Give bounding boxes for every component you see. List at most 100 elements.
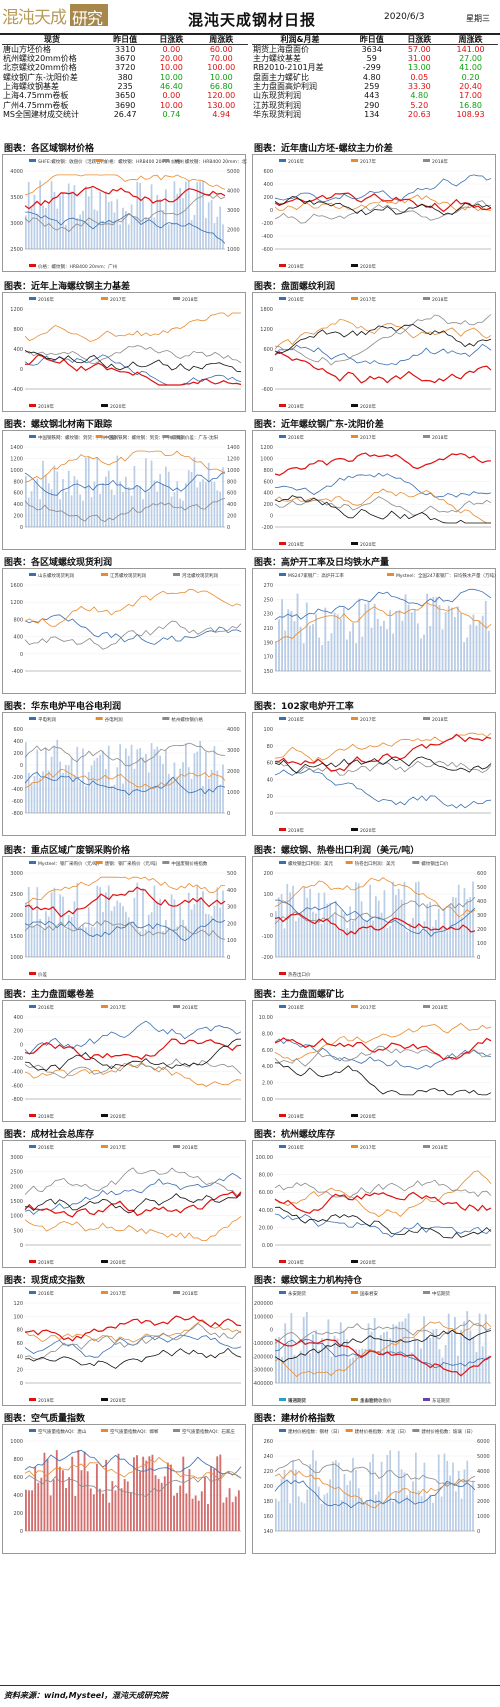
legend-swatch	[412, 1429, 420, 1432]
chart-bar	[386, 629, 388, 671]
chart-bar	[82, 748, 84, 813]
chart-bar	[447, 1313, 450, 1383]
chart-bar	[413, 609, 416, 671]
chart-bar	[43, 1452, 46, 1531]
chart-bar	[30, 904, 33, 957]
chart-bar	[216, 216, 219, 249]
y-tick-label: 0	[20, 652, 23, 658]
chart-bar	[197, 1500, 200, 1531]
chart-bar	[59, 761, 61, 813]
chart-bar	[150, 460, 153, 527]
legend-swatch	[29, 297, 36, 300]
chart-bar	[179, 188, 181, 249]
chart-bar	[444, 1344, 447, 1383]
chart-bar	[367, 1323, 370, 1383]
legend-label: 2019年	[288, 1113, 304, 1120]
y-tick-label: 2000	[10, 913, 23, 919]
legend-label: 建材价格指数：玻璃（日）	[421, 1428, 475, 1435]
chart-panel: 平电利润 谷电利润 杭州螺纹钢价格 600 400 200 0 -200 -400 -600 -80…	[2, 712, 246, 836]
series-line	[24, 1167, 242, 1197]
chart-bar	[37, 1482, 40, 1531]
chart-title: 图表：102家电炉开工率	[254, 702, 354, 712]
series-line	[274, 1321, 492, 1378]
chart-bar	[96, 457, 99, 527]
table-cell-week: 10.00	[209, 72, 233, 82]
chart-bar	[210, 481, 213, 527]
chart-bar	[90, 926, 93, 957]
chart-bar	[386, 1331, 388, 1383]
y2-tick-label: 2000	[227, 228, 240, 234]
y2-tick-label: 3000	[227, 748, 240, 754]
chart-bar	[330, 1356, 333, 1383]
legend-swatch	[29, 1145, 36, 1148]
series-line	[274, 1469, 476, 1509]
chart-bar	[336, 1338, 339, 1383]
chart-bar	[278, 619, 280, 671]
chart-bar	[222, 224, 224, 249]
chart-bar	[156, 491, 159, 527]
chart-image: 2016年 2017年 2018年 2019年 2020年 1200 1000 800 600 4…	[260, 434, 492, 548]
chart-bar	[111, 1481, 114, 1531]
series-line	[24, 1058, 242, 1079]
legend-swatch	[101, 1145, 108, 1148]
chart-bar	[110, 910, 113, 957]
chart-bar	[62, 1470, 64, 1531]
chart-bar	[87, 771, 90, 813]
series-line	[24, 354, 242, 386]
chart-bar	[213, 481, 216, 527]
y2-tick-label: 1000	[227, 468, 240, 474]
chart-bar	[302, 1317, 305, 1383]
legend-swatch	[173, 1429, 180, 1432]
series-line	[24, 345, 242, 365]
legend-label: 2020年	[360, 1113, 376, 1120]
legend-label: 2018年	[182, 296, 198, 303]
chart-bar	[349, 1480, 351, 1531]
chart-bar	[373, 1317, 376, 1383]
legend-swatch	[423, 159, 430, 162]
chart-bar	[429, 1338, 432, 1383]
chart-bar	[295, 921, 297, 957]
chart-bar	[45, 207, 47, 249]
y-tick-label: 3000	[10, 1155, 23, 1161]
chart-bar	[160, 1482, 163, 1531]
chart-bar	[82, 924, 84, 957]
chart-bar	[370, 627, 373, 671]
chart-bar	[222, 467, 224, 527]
chart-bar	[193, 904, 196, 957]
chart-image: 中国钢铁网：螺纹钢：到货：广州（吨）中国钢铁网：螺纹钢：到货：广州（吨）螺纹钢价…	[10, 434, 240, 531]
table-cell-week: 70.00	[209, 54, 233, 64]
table-cell-day: 46.40	[159, 82, 183, 92]
chart-bar	[407, 1313, 410, 1383]
table-cell-week: 108.93	[456, 109, 485, 119]
y2-tick-label: 4000	[477, 1469, 490, 1475]
chart-bar	[472, 1480, 474, 1531]
legend-swatch	[351, 404, 358, 407]
table-cell-value: 380	[117, 72, 133, 82]
footer-divider	[0, 1685, 500, 1686]
chart-bar	[193, 214, 196, 249]
chart-bar	[142, 199, 144, 249]
chart-bar	[460, 1498, 463, 1531]
chart-bar	[116, 900, 119, 957]
y-tick-label: 1000	[10, 1214, 23, 1220]
chart-bar	[364, 1348, 367, 1383]
chart-bar	[122, 906, 124, 957]
chart-title: 图表：主力盘面螺卷差	[4, 990, 95, 1000]
legend-swatch	[95, 861, 103, 864]
series-line	[274, 1213, 492, 1238]
company-logo: 混沌天成 研究院	[2, 3, 110, 52]
chart-bar	[151, 1454, 154, 1531]
chart-bar	[366, 920, 369, 957]
series-line	[24, 920, 226, 940]
legend-label: 主力合约收盘价	[360, 1397, 392, 1404]
chart-bar	[296, 593, 299, 671]
series-line	[274, 351, 492, 384]
chart-bar	[455, 897, 457, 957]
chart-bar	[306, 1489, 309, 1531]
chart-bar	[139, 1471, 142, 1531]
series-line	[274, 912, 476, 936]
legend-swatch	[162, 435, 170, 438]
legend-swatch	[162, 861, 170, 864]
legend-swatch	[345, 861, 353, 864]
legend-swatch	[279, 573, 286, 576]
